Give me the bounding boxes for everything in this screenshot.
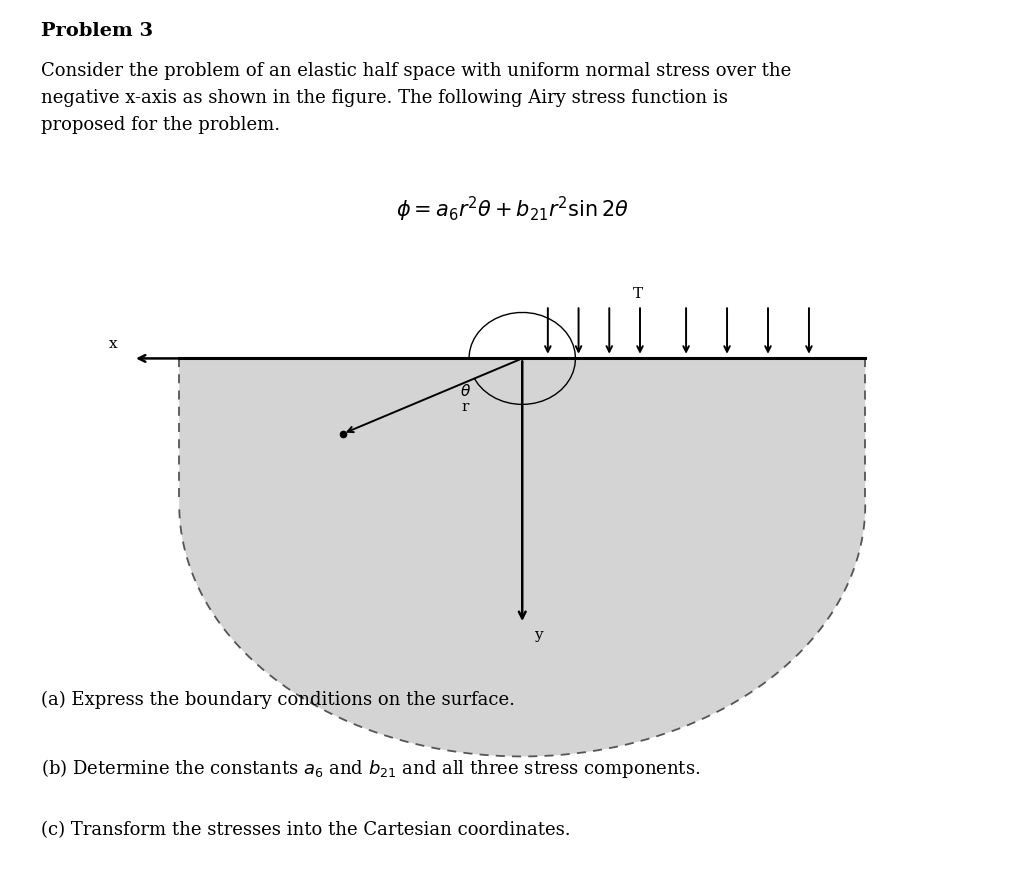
Text: T: T [633,287,643,301]
Text: (c) Transform the stresses into the Cartesian coordinates.: (c) Transform the stresses into the Cart… [41,821,570,839]
Text: (b) Determine the constants $a_6$ and $b_{21}$ and all three stress components.: (b) Determine the constants $a_6$ and $b… [41,757,700,780]
Text: Problem 3: Problem 3 [41,22,153,40]
Text: (a) Express the boundary conditions on the surface.: (a) Express the boundary conditions on t… [41,690,515,709]
Text: $\phi = a_6 r^2 \theta + b_{21} r^2 \sin 2\theta$: $\phi = a_6 r^2 \theta + b_{21} r^2 \sin… [395,195,629,224]
Text: x: x [110,337,118,351]
Text: y: y [535,628,543,643]
Text: r: r [461,400,469,414]
Text: Consider the problem of an elastic half space with uniform normal stress over th: Consider the problem of an elastic half … [41,62,792,135]
Text: $\theta$: $\theta$ [461,383,471,399]
Polygon shape [179,358,865,757]
